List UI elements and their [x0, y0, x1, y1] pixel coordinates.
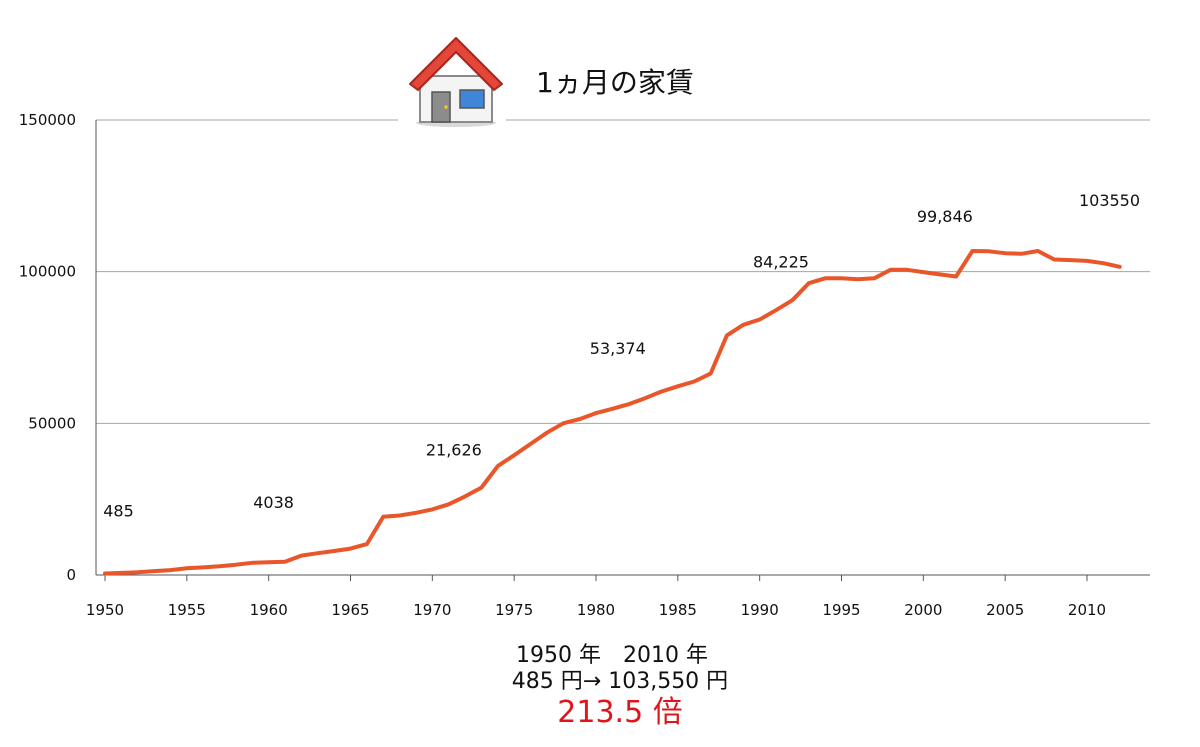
- data-label: 103550: [1079, 191, 1140, 210]
- summary-years: 1950 年 2010 年: [516, 643, 708, 668]
- x-tick-label: 1950: [86, 601, 124, 619]
- x-tick-label: 2000: [904, 601, 942, 619]
- data-label: 84,225: [753, 253, 809, 272]
- series-line: [103, 249, 1122, 576]
- y-tick-label: 50000: [28, 414, 76, 432]
- x-tick-label: 1980: [577, 601, 615, 619]
- chart-title: 1ヵ月の家賃: [536, 66, 694, 99]
- x-tick-label: 2010: [1068, 601, 1106, 619]
- data-label: 53,374: [590, 339, 646, 358]
- data-label: 485: [103, 502, 134, 521]
- grid-lines: [96, 119, 1150, 576]
- x-tick-label: 1985: [659, 601, 697, 619]
- y-tick-label: 100000: [19, 263, 76, 281]
- x-tick-label: 1960: [250, 601, 288, 619]
- summary-rent-change: 485 円→ 103,550 円: [512, 669, 728, 694]
- house-icon: [409, 37, 503, 127]
- data-label: 99,846: [917, 207, 973, 226]
- x-axis-ticks: 1950 1955 1960 1965 1970 1975 1980 1985 1990 1995…: [86, 575, 1106, 619]
- series-group: [103, 249, 1122, 576]
- x-tick-label: 1990: [741, 601, 779, 619]
- data-labels: 485 4038 21,626 53,374 84,225 99,846 103550: [103, 191, 1140, 521]
- y-axis-ticks: 0 50000 100000 150000: [19, 111, 76, 584]
- x-tick-label: 1965: [331, 601, 369, 619]
- data-label: 21,626: [426, 440, 482, 459]
- summary: 1950 年 2010 年 485 円→ 103,550 円 213.5 倍: [512, 643, 728, 730]
- summary-ratio: 213.5 倍: [557, 695, 682, 730]
- data-label: 4038: [253, 493, 294, 512]
- x-tick-label: 1995: [822, 601, 860, 619]
- y-tick-label: 150000: [19, 111, 76, 129]
- x-tick-label: 2005: [986, 601, 1024, 619]
- title-group: 1ヵ月の家賃: [398, 37, 694, 144]
- y-tick-label: 0: [66, 566, 76, 584]
- x-tick-label: 1975: [495, 601, 533, 619]
- x-tick-label: 1955: [168, 601, 206, 619]
- x-tick-label: 1970: [413, 601, 451, 619]
